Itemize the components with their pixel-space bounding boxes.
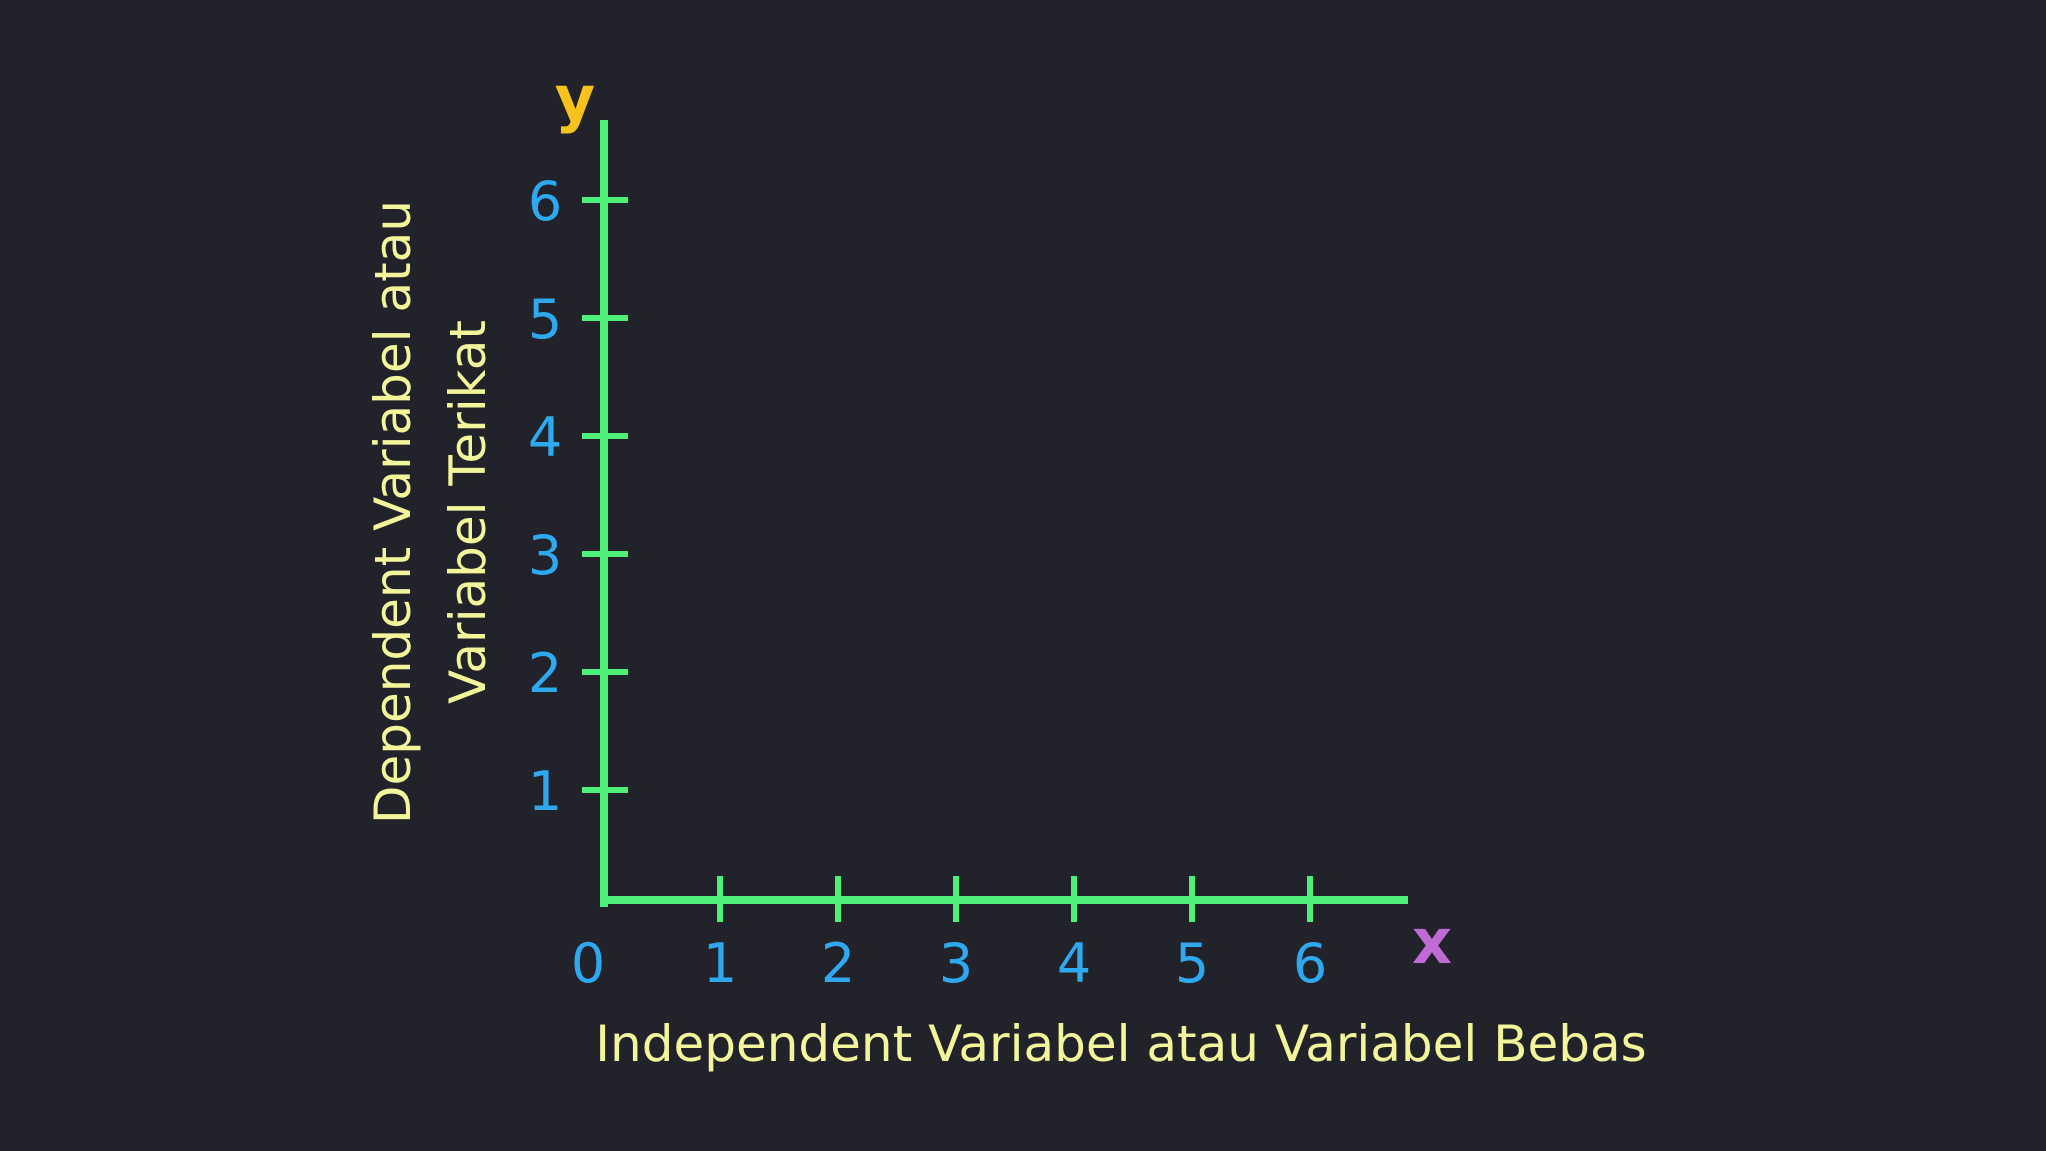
y-tick-label: 3 (528, 524, 562, 587)
y-tick-label: 2 (528, 642, 562, 705)
y-tick-label: 1 (528, 760, 562, 823)
y-axis-symbol: y (555, 62, 595, 135)
y-tick-label: 5 (528, 288, 562, 351)
y-axis-label-line-2: Variabel Terikat (439, 320, 497, 704)
y-axis-ticks: 1 2 3 4 5 6 (528, 170, 628, 823)
x-tick-label: 5 (1175, 932, 1209, 995)
y-axis-label-line-1: Dependent Variabel atau (364, 200, 422, 824)
x-axis-symbol: x (1412, 905, 1452, 978)
x-tick-label: 2 (821, 932, 855, 995)
y-tick-label: 4 (528, 406, 562, 469)
x-axis-label: Independent Variabel atau Variabel Bebas (595, 1015, 1646, 1073)
x-tick-label: 3 (939, 932, 973, 995)
x-tick-label: 1 (703, 932, 737, 995)
x-tick-label: 6 (1293, 932, 1327, 995)
y-axis-label: Dependent Variabel atau Variabel Terikat (364, 200, 497, 824)
x-axis-ticks: 1 2 3 4 5 6 (703, 876, 1327, 995)
origin-label: 0 (571, 932, 605, 995)
y-tick-label: 6 (528, 170, 562, 233)
x-tick-label: 4 (1057, 932, 1091, 995)
